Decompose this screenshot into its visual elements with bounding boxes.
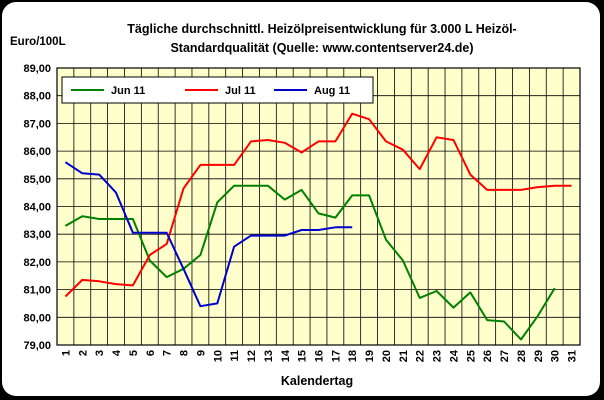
x-tick-label: 11	[229, 350, 241, 362]
x-tick-label: 16	[314, 350, 326, 362]
x-tick-label: 6	[145, 350, 157, 356]
y-tick-label: 88,00	[23, 91, 51, 103]
x-tick-label: 12	[246, 350, 258, 362]
x-tick-label: 27	[499, 350, 511, 362]
y-tick-label: 79,00	[23, 340, 51, 352]
x-tick-label: 7	[162, 350, 174, 356]
chart-subtitle: Standardqualität (Quelle: www.contentser…	[170, 41, 474, 55]
x-tick-label: 23	[432, 350, 444, 362]
x-tick-label: 25	[465, 350, 477, 362]
x-tick-label: 26	[482, 350, 494, 362]
x-tick-label: 2	[77, 350, 89, 356]
x-tick-label: 28	[516, 350, 528, 362]
series-line-aug-11	[64, 161, 353, 308]
x-tick-label: 22	[415, 350, 427, 362]
y-tick-label: 89,00	[23, 63, 51, 75]
legend: Jun 11 Jul 11 Aug 11	[61, 76, 374, 104]
x-tick-label: 17	[330, 350, 342, 362]
axes: 79,00 80,00 81,00 82,00 83,00 84,00 85,00 86,00…	[23, 63, 581, 362]
chart-title: Tägliche durchschnittl. Heizölpreisentwi…	[127, 22, 517, 36]
x-tick-label: 14	[280, 349, 292, 362]
x-tick-label: 24	[448, 349, 460, 362]
x-tick-label: 10	[212, 350, 224, 362]
y-tick-label: 82,00	[23, 257, 51, 269]
y-axis-label: Euro/100L	[10, 36, 66, 48]
x-tick-label: 3	[94, 350, 106, 356]
x-tick-label: 29	[533, 350, 545, 362]
x-tick-label: 20	[381, 350, 393, 362]
y-tick-label: 85,00	[23, 174, 51, 186]
y-tick-label: 83,00	[23, 229, 51, 241]
x-tick-label: 30	[550, 350, 562, 362]
y-tick-label: 81,00	[23, 285, 51, 297]
plot-border	[56, 67, 581, 346]
x-tick-label: 13	[263, 350, 275, 362]
x-tick-label: 15	[297, 350, 309, 362]
x-tick-label: 8	[179, 350, 191, 356]
x-tick-label: 5	[128, 350, 140, 356]
legend-label: Aug 11	[314, 85, 350, 97]
x-tick-label: 18	[347, 350, 359, 362]
x-tick-label: 1	[60, 350, 72, 356]
x-tick-label: 19	[364, 350, 376, 362]
x-tick-label: 9	[195, 350, 207, 356]
series-line-jun-11	[64, 184, 556, 341]
series-line-jul-11	[64, 112, 572, 298]
legend-label: Jun 11	[111, 85, 145, 97]
series-lines	[64, 112, 572, 341]
y-tick-label: 87,00	[23, 118, 51, 130]
y-tick-label: 84,00	[23, 202, 51, 214]
x-tick-label: 21	[398, 350, 410, 362]
y-tick-label: 80,00	[23, 312, 51, 324]
x-tick-label: 4	[111, 349, 123, 356]
legend-label: Jul 11	[225, 85, 256, 97]
x-axis-label: Kalendertag	[280, 374, 354, 388]
x-tick-label: 31	[567, 350, 579, 362]
y-tick-label: 86,00	[23, 146, 51, 158]
